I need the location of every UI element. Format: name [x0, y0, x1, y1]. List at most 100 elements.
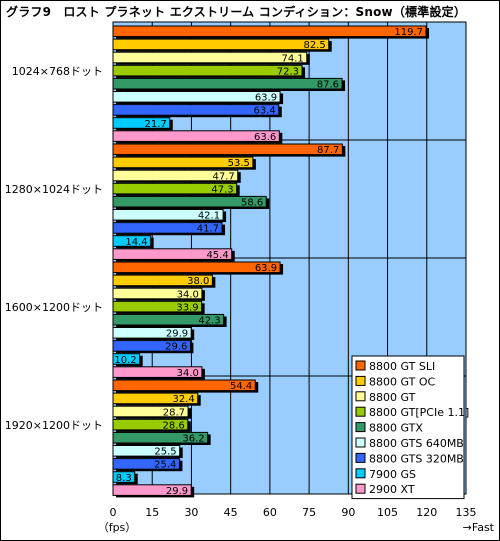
legend-swatch — [355, 468, 366, 479]
bar — [112, 353, 141, 365]
bar — [112, 222, 223, 234]
legend-label: 2900 XT — [369, 483, 415, 496]
legend-label: 8800 GTX — [369, 422, 423, 435]
bar — [112, 327, 192, 339]
bar — [112, 51, 308, 64]
bar — [112, 445, 181, 457]
bar — [112, 340, 191, 352]
data-label: 42.1 — [198, 211, 220, 222]
bar — [112, 287, 203, 300]
data-label: 53.5 — [228, 158, 250, 169]
data-label: 82.5 — [303, 40, 325, 51]
data-label: 47.3 — [211, 184, 233, 195]
data-label: 87.6 — [317, 80, 339, 91]
legend-swatch — [355, 452, 366, 463]
data-label: 32.4 — [172, 394, 194, 405]
data-label: 63.9 — [255, 263, 277, 274]
data-label: 29.9 — [166, 486, 188, 497]
x-tick-label: 120 — [416, 506, 437, 519]
legend-swatch — [355, 391, 366, 402]
x-tick-label: 90 — [341, 506, 355, 519]
bar — [112, 300, 203, 313]
data-label: 38.0 — [187, 276, 209, 287]
data-label: 34.0 — [177, 368, 199, 379]
bar — [112, 104, 280, 116]
data-label: 42.3 — [198, 316, 220, 327]
bar — [112, 169, 239, 182]
bar — [112, 77, 343, 90]
x-axis-direction: →Fast — [463, 521, 495, 534]
data-label: 10.2 — [114, 355, 136, 366]
bar — [112, 143, 343, 156]
legend-label: 8800 GT[PCIe 1.1] — [369, 406, 469, 419]
data-label: 33.9 — [176, 302, 198, 313]
bar — [112, 117, 171, 129]
category-label: 1600×1200ドット — [5, 301, 103, 314]
data-label: 87.7 — [317, 145, 339, 156]
x-tick-label: 15 — [145, 506, 159, 519]
data-label: 28.7 — [163, 407, 185, 418]
legend-swatch — [355, 437, 366, 448]
data-label: 21.7 — [144, 119, 166, 130]
data-label: 28.6 — [163, 420, 185, 431]
data-label: 63.9 — [255, 93, 277, 104]
legend-label: 8800 GT OC — [369, 375, 435, 388]
x-tick-label: 45 — [224, 506, 238, 519]
bar — [112, 182, 238, 195]
data-label: 63.4 — [254, 106, 276, 117]
bar — [112, 418, 189, 431]
bar — [112, 130, 280, 142]
legend-label: 8800 GTS 640MB — [369, 437, 464, 450]
data-label: 74.1 — [281, 53, 303, 64]
data-label: 29.6 — [165, 342, 187, 353]
bar — [112, 209, 224, 221]
x-tick-label: 30 — [184, 506, 198, 519]
bar — [112, 91, 281, 103]
x-tick-label: 0 — [110, 506, 117, 519]
category-label: 1024×768ドット — [12, 65, 103, 78]
category-label: 1920×1200ドット — [5, 419, 103, 432]
bar — [112, 261, 281, 274]
legend-label: 7900 GS — [369, 468, 416, 481]
bar — [112, 405, 189, 418]
bar — [112, 235, 152, 247]
data-label: 34.0 — [177, 289, 199, 300]
bar — [112, 248, 233, 260]
data-label: 47.7 — [212, 171, 234, 182]
data-label: 119.7 — [394, 27, 423, 38]
chart-title: グラフ9 ロスト プラネット エクストリーム コンディション：Snow（標準設定… — [6, 5, 467, 19]
x-tick-label: 75 — [302, 506, 316, 519]
x-tick-label: 60 — [263, 506, 277, 519]
bar — [112, 484, 192, 496]
data-label: 45.4 — [206, 250, 228, 261]
bar — [112, 366, 203, 378]
category-label: 1280×1024ドット — [5, 183, 103, 196]
bar — [112, 195, 267, 208]
x-tick-label: 105 — [377, 506, 398, 519]
data-label: 72.3 — [277, 66, 299, 77]
legend-swatch — [355, 406, 366, 417]
x-axis-unit: （fps） — [98, 521, 137, 534]
data-label: 25.4 — [154, 460, 176, 471]
legend-swatch — [355, 375, 366, 386]
bar — [112, 379, 256, 392]
legend-label: 8800 GTS 320MB — [369, 452, 464, 465]
legend-swatch — [355, 360, 366, 371]
bar — [112, 64, 303, 77]
bar — [112, 38, 330, 51]
x-tick-label: 135 — [456, 506, 477, 519]
data-label: 41.7 — [197, 224, 219, 235]
data-label: 36.2 — [182, 434, 204, 445]
bar — [112, 458, 180, 470]
legend — [351, 355, 465, 500]
data-label: 25.5 — [154, 447, 176, 458]
data-label: 29.9 — [166, 329, 188, 340]
bar — [112, 313, 225, 326]
data-label: 63.6 — [254, 132, 276, 143]
data-label: 8.3 — [116, 473, 132, 484]
legend-swatch — [355, 422, 366, 433]
bar — [112, 156, 254, 169]
bar — [112, 25, 427, 38]
bar — [112, 392, 199, 405]
